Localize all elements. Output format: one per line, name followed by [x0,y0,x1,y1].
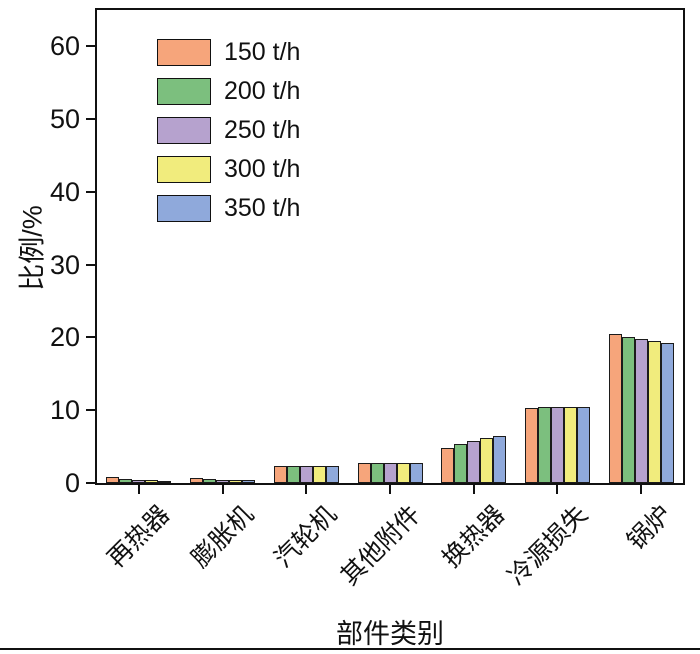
bar [524,408,538,483]
bar [203,479,217,483]
bar [229,480,243,483]
y-tick-label: 0 [64,468,80,498]
x-tick-mark [556,485,559,494]
bar [312,466,326,483]
legend-item: 250 t/h [157,116,300,144]
legend-swatch [157,116,211,144]
bar [550,407,564,483]
legend: 150 t/h 200 t/h 250 t/h 300 t/h 350 t/h [157,38,300,233]
bar [409,462,423,483]
bar [480,437,494,483]
bar [190,477,204,483]
legend-item: 150 t/h [157,38,300,66]
bar [145,480,159,483]
plot-area: 150 t/h 200 t/h 250 t/h 300 t/h 350 t/h [95,8,685,485]
legend-item: 200 t/h [157,77,300,105]
bar [634,338,648,483]
y-tick-mark [86,190,95,193]
bar [396,462,410,483]
legend-swatch [157,77,211,105]
y-tick-label: 50 [49,104,80,135]
bar [441,448,455,483]
y-tick-label: 60 [49,31,80,62]
bar [454,443,468,483]
bar [647,341,661,483]
bar [158,480,172,483]
legend-swatch [157,38,211,66]
y-tick-label: 30 [49,249,80,280]
bar [106,477,120,483]
bar [119,479,133,483]
legend-item: 300 t/h [157,155,300,183]
bar [370,462,384,483]
legend-label: 350 t/h [224,194,301,222]
legend-label: 200 t/h [224,77,301,105]
legend-swatch [157,155,211,183]
x-axis-title: 部件类别 [336,619,444,649]
bar [325,466,339,483]
x-tick-mark [640,485,643,494]
x-tick-mark [389,485,391,494]
x-tick-mark [305,485,308,494]
y-tick-mark [86,45,95,48]
bar [467,440,481,483]
bar [660,343,674,483]
legend-label: 300 t/h [224,155,301,183]
bar [576,406,590,483]
y-tick-mark [86,336,95,339]
x-tick-mark [221,485,224,494]
bar [493,435,507,483]
y-tick-label: 20 [49,322,80,353]
bar [286,466,300,483]
y-tick-label: 10 [49,395,80,426]
bar [273,466,287,483]
bar [132,479,146,483]
legend-item: 350 t/h [157,194,300,222]
x-tick-mark [472,485,475,494]
bar [383,462,397,483]
y-tick-label: 40 [49,176,80,207]
bar [537,407,551,483]
y-tick-mark [86,118,95,121]
legend-swatch [157,194,211,222]
bar [357,462,371,483]
bar [608,333,622,483]
bar [299,466,313,483]
bar [216,479,230,483]
y-tick-mark [86,409,95,412]
legend-label: 250 t/h [224,116,301,144]
bar [563,406,577,483]
legend-label: 150 t/h [224,38,301,66]
x-tick-mark [137,485,140,494]
y-tick-mark [86,482,95,484]
bar [242,480,256,483]
bar [621,337,635,483]
figure-bottom-border [0,648,700,650]
y-tick-mark [86,263,95,266]
